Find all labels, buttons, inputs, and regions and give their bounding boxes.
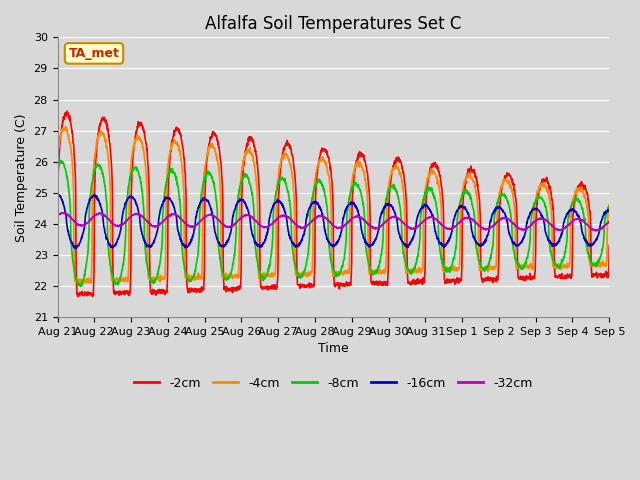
Line: -8cm: -8cm	[58, 160, 609, 286]
-32cm	[605, 219, 613, 225]
Text: TA_met: TA_met	[68, 47, 120, 60]
-4cm	[75, 281, 83, 287]
-32cm	[494, 219, 502, 225]
-32cm	[58, 210, 66, 216]
-2cm	[208, 132, 216, 137]
-4cm	[208, 141, 216, 147]
-8cm	[350, 183, 358, 189]
-8cm	[57, 157, 65, 163]
-8cm	[494, 198, 502, 204]
-16cm	[208, 210, 216, 216]
-2cm	[54, 225, 61, 231]
-16cm	[572, 210, 580, 216]
-32cm	[349, 215, 357, 220]
Line: -32cm: -32cm	[58, 213, 609, 231]
-16cm	[494, 204, 502, 210]
-2cm	[605, 242, 613, 248]
-8cm	[208, 174, 216, 180]
-32cm	[54, 213, 61, 218]
-8cm	[77, 283, 85, 289]
Title: Alfalfa Soil Temperatures Set C: Alfalfa Soil Temperatures Set C	[205, 15, 461, 33]
-4cm	[572, 189, 580, 194]
-16cm	[54, 191, 61, 197]
-4cm	[54, 153, 61, 159]
-16cm	[605, 208, 613, 214]
-16cm	[350, 200, 358, 205]
Line: -4cm: -4cm	[58, 127, 609, 284]
-8cm	[557, 261, 564, 267]
-4cm	[350, 171, 358, 177]
X-axis label: Time: Time	[318, 342, 349, 356]
-2cm	[74, 294, 81, 300]
-32cm	[572, 216, 580, 222]
-8cm	[362, 242, 369, 248]
-2cm	[557, 272, 564, 277]
-32cm	[592, 228, 600, 234]
-4cm	[62, 124, 70, 130]
-8cm	[605, 203, 613, 209]
-2cm	[494, 273, 502, 279]
-8cm	[572, 197, 580, 203]
Y-axis label: Soil Temperature (C): Soil Temperature (C)	[15, 113, 28, 241]
-16cm	[54, 190, 62, 196]
-8cm	[54, 167, 61, 172]
-16cm	[557, 233, 564, 239]
-2cm	[350, 179, 358, 184]
-32cm	[208, 212, 216, 218]
-4cm	[362, 180, 369, 186]
-16cm	[72, 246, 80, 252]
-2cm	[63, 108, 71, 114]
-2cm	[362, 161, 369, 167]
-32cm	[362, 219, 369, 225]
-4cm	[605, 202, 613, 208]
Line: -2cm: -2cm	[58, 111, 609, 297]
Legend: -2cm, -4cm, -8cm, -16cm, -32cm: -2cm, -4cm, -8cm, -16cm, -32cm	[129, 372, 538, 395]
-4cm	[494, 199, 502, 204]
-16cm	[362, 239, 369, 244]
-4cm	[557, 266, 564, 272]
Line: -16cm: -16cm	[58, 193, 609, 249]
-32cm	[557, 227, 564, 233]
-2cm	[572, 190, 580, 195]
